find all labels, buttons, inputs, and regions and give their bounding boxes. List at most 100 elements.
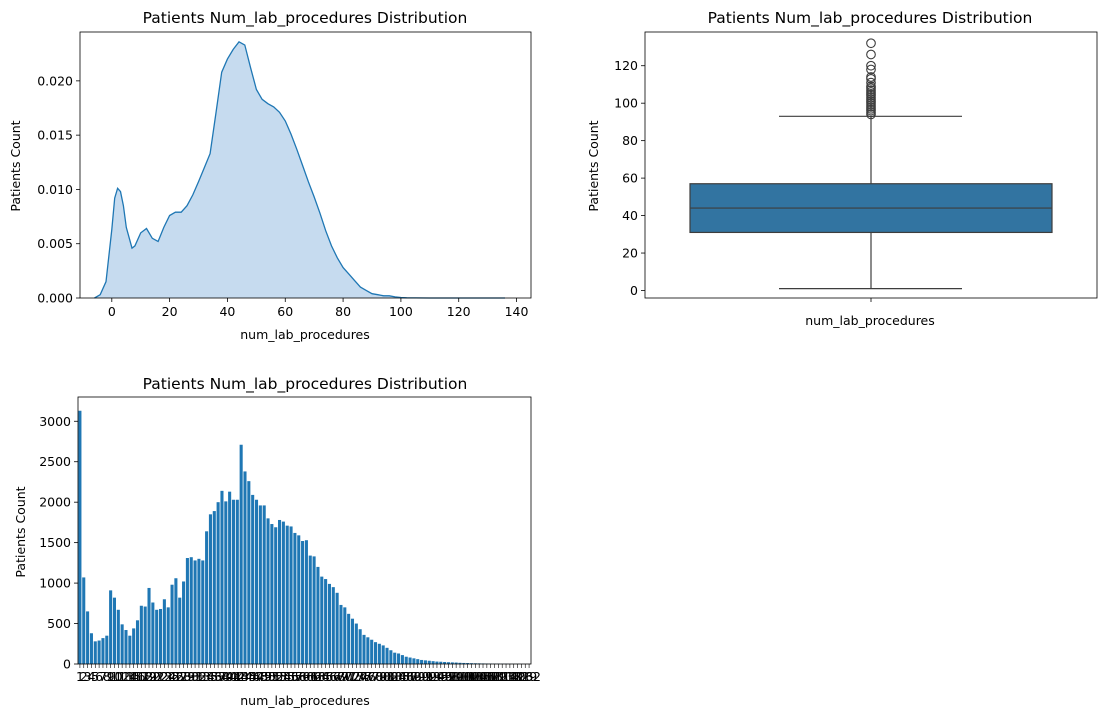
bar-x-tick-label: 129 bbox=[513, 669, 537, 684]
bar-x-tick-label: 5 bbox=[91, 669, 99, 684]
bar-3 bbox=[86, 611, 90, 664]
bar-y-axis-label: Patients Count bbox=[13, 486, 28, 577]
bar-10 bbox=[112, 597, 116, 664]
kde-y-tick-label: 0.005 bbox=[37, 236, 73, 251]
bar-60 bbox=[304, 540, 308, 664]
bar-x-tick-label: 16 bbox=[130, 669, 146, 684]
bar-x-tick-label: 25 bbox=[164, 669, 180, 684]
bar-38 bbox=[220, 490, 224, 664]
bar-30 bbox=[189, 557, 193, 664]
bar-101 bbox=[462, 662, 466, 664]
bar-100 bbox=[458, 662, 462, 664]
box-y-tick-label: 0 bbox=[630, 283, 638, 298]
bar-59 bbox=[301, 541, 305, 664]
bar-x-tick-label: 7 bbox=[99, 669, 107, 684]
bar-x-tick-label: 120 bbox=[502, 669, 526, 684]
bar-x-tick-label: 41 bbox=[226, 669, 242, 684]
bar-x-tick-label: 61 bbox=[302, 669, 318, 684]
bar-75 bbox=[362, 634, 366, 664]
bar-93 bbox=[431, 661, 435, 664]
bar-69 bbox=[339, 604, 343, 664]
bar-41 bbox=[231, 499, 236, 664]
bar-46 bbox=[251, 494, 255, 664]
kde-axes-frame bbox=[79, 31, 532, 299]
bar-80 bbox=[381, 645, 385, 664]
bar-x-tick-label: 65 bbox=[318, 669, 334, 684]
bar-x-tick-label: 111 bbox=[486, 669, 510, 684]
box-outlier-point bbox=[866, 60, 876, 71]
bar-x-tick-label: 99 bbox=[448, 669, 464, 684]
bar-1 bbox=[78, 410, 82, 664]
bar-chart: Patients Num_lab_procedures Distribution… bbox=[13, 375, 541, 708]
bar-x-tick-label: 51 bbox=[264, 669, 280, 684]
bar-x-tick-label: 14 bbox=[122, 669, 138, 684]
kde-x-tick-label: 140 bbox=[505, 304, 529, 319]
bar-x-tick-label: 83 bbox=[387, 669, 403, 684]
bar-x-tick-label: 45 bbox=[241, 669, 257, 684]
bar-87 bbox=[408, 657, 412, 664]
bar-4 bbox=[89, 633, 93, 664]
bar-x-tick-label: 67 bbox=[325, 669, 341, 684]
bar-66 bbox=[327, 583, 331, 664]
bar-89 bbox=[416, 659, 420, 664]
box-chart-title: Patients Num_lab_procedures Distribution bbox=[708, 9, 1033, 28]
bar-x-tick-label: 66 bbox=[322, 669, 338, 684]
bar-x-tick-label: 113 bbox=[490, 669, 514, 684]
box-y-tick-label: 20 bbox=[622, 246, 638, 261]
bar-x-tick-label: 114 bbox=[494, 669, 518, 684]
kde-y-tick-label: 0.015 bbox=[37, 128, 73, 143]
kde-chart: Patients Num_lab_procedures Distribution… bbox=[8, 9, 532, 342]
bar-x-tick-label: 63 bbox=[310, 669, 326, 684]
bar-x-tick-label: 74 bbox=[352, 669, 368, 684]
bar-9 bbox=[109, 590, 113, 664]
bar-x-tick-label: 105 bbox=[467, 669, 491, 684]
bar-x-tick-label: 108 bbox=[479, 669, 503, 684]
bar-32 bbox=[197, 558, 201, 664]
bar-51 bbox=[270, 524, 274, 664]
bar-x-tick-label: 29 bbox=[179, 669, 195, 684]
box-outlier-point bbox=[866, 77, 876, 88]
bar-x-tick-label: 15 bbox=[126, 669, 142, 684]
bar-99 bbox=[454, 662, 458, 664]
box-y-axis-label: Patients Count bbox=[586, 120, 601, 211]
bar-23 bbox=[162, 599, 166, 664]
bar-x-tick-label: 87 bbox=[402, 669, 418, 684]
bar-17 bbox=[139, 605, 143, 664]
bar-71 bbox=[347, 613, 351, 664]
bar-29 bbox=[185, 558, 189, 664]
bar-90 bbox=[420, 659, 424, 664]
bar-97 bbox=[446, 662, 450, 664]
bar-x-tick-label: 88 bbox=[406, 669, 422, 684]
bar-y-tick-label: 0 bbox=[63, 657, 71, 672]
bar-98 bbox=[450, 662, 454, 664]
bar-15 bbox=[132, 628, 136, 664]
bar-x-tick-label: 49 bbox=[256, 669, 272, 684]
bar-49 bbox=[262, 505, 266, 664]
bar-x-tick-label: 58 bbox=[291, 669, 307, 684]
bar-x-tick-label: 78 bbox=[368, 669, 384, 684]
kde-x-tick-label: 100 bbox=[389, 304, 413, 319]
bar-53 bbox=[278, 519, 282, 664]
bar-x-tick-label: 94 bbox=[429, 669, 445, 684]
bar-y-tick-label: 2500 bbox=[39, 454, 71, 469]
bar-94 bbox=[435, 661, 439, 664]
bar-83 bbox=[393, 652, 397, 664]
bar-72 bbox=[350, 618, 355, 664]
bar-82 bbox=[389, 650, 393, 664]
kde-x-tick-label: 60 bbox=[277, 304, 293, 319]
bar-x-tick-label: 79 bbox=[371, 669, 387, 684]
bar-14 bbox=[128, 635, 132, 664]
bar-37 bbox=[216, 502, 220, 664]
bar-x-tick-label: 100 bbox=[448, 669, 472, 684]
bar-95 bbox=[439, 661, 443, 664]
bar-25 bbox=[170, 584, 174, 664]
bar-x-tick-label: 36 bbox=[206, 669, 222, 684]
kde-y-tick-label: 0.020 bbox=[37, 73, 73, 88]
bar-y-tick-label: 1500 bbox=[39, 535, 71, 550]
bar-x-tick-label: 103 bbox=[460, 669, 484, 684]
bar-57 bbox=[293, 532, 297, 664]
bar-19 bbox=[147, 587, 151, 664]
bar-x-tick-label: 6 bbox=[95, 669, 103, 684]
bar-x-tick-label: 24 bbox=[160, 669, 176, 684]
bar-x-tick-label: 33 bbox=[195, 669, 211, 684]
